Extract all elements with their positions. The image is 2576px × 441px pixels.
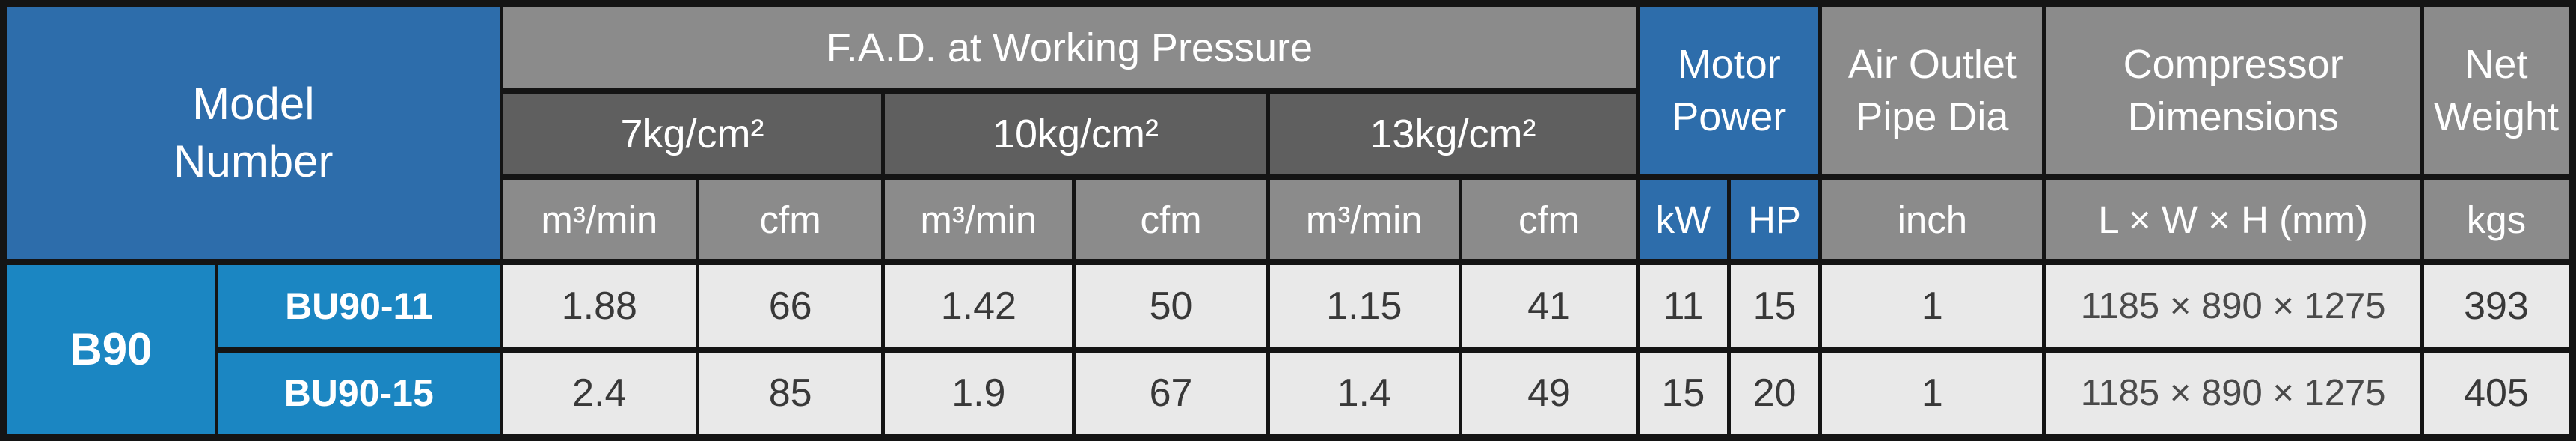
header-row-3: m³/min cfm m³/min cfm m³/min cfm kW HP i… <box>4 174 2575 265</box>
header-unit-13kg-m3min: m³/min <box>1266 174 1462 265</box>
cell-r1-fad13-m3min: 1.4 <box>1266 347 1462 440</box>
cell-r1-hp: 20 <box>1726 347 1823 440</box>
header-air-outlet-pipe-dia: Air Outlet Pipe Dia <box>1818 1 2046 180</box>
header-motor-power: Motor Power <box>1636 1 1823 180</box>
header-row-1: Model Number F.A.D. at Working Pressure … <box>1 1 2575 265</box>
cell-r0-fad10-cfm: 50 <box>1072 259 1270 353</box>
header-unit-lwh-mm: L × W × H (mm) <box>2042 174 2424 265</box>
header-compressor-dimensions: Compressor Dimensions <box>2042 1 2424 180</box>
cell-r0-dimensions: 1185 × 890 × 1275 <box>2042 259 2424 353</box>
cell-r0-pipe-inch: 1 <box>1818 259 2046 353</box>
header-net-weight: Net Weight <box>2420 1 2575 180</box>
header-pressure-13kg: 13kg/cm² <box>1266 88 1640 180</box>
cell-r1-fad10-cfm: 67 <box>1072 347 1270 440</box>
model-bu90-11: BU90-11 <box>214 259 503 353</box>
cell-r1-fad10-m3min: 1.9 <box>881 347 1076 440</box>
cell-r1-fad13-cfm: 49 <box>1458 347 1640 440</box>
model-group-b90: B90 <box>1 259 218 440</box>
cell-r1-fad7-cfm: 85 <box>695 347 886 440</box>
cell-r1-fad7-m3min: 2.4 <box>499 347 700 440</box>
header-row-2: 7kg/cm² 10kg/cm² 13kg/cm² <box>4 88 2572 180</box>
cell-r0-fad7-cfm: 66 <box>695 259 886 353</box>
cell-r0-fad7-m3min: 1.88 <box>499 259 700 353</box>
header-model-number: Model Number <box>1 1 503 265</box>
cell-r0-fad13-cfm: 41 <box>1458 259 1640 353</box>
cell-r1-kw: 15 <box>1636 347 1731 440</box>
header-unit-7kg-cfm: cfm <box>695 174 886 265</box>
header-unit-kw: kW <box>1636 174 1731 265</box>
header-unit-10kg-cfm: cfm <box>1072 174 1270 265</box>
header-unit-kgs: kgs <box>2420 174 2575 265</box>
cell-r1-dimensions: 1185 × 890 × 1275 <box>2042 347 2424 440</box>
header-pressure-7kg: 7kg/cm² <box>499 88 886 180</box>
header-pressure-10kg: 10kg/cm² <box>881 88 1270 180</box>
data-row-bu90-15: BU90-15 2.4 85 1.9 67 1.4 49 15 20 1 118… <box>4 347 2575 440</box>
cell-r1-pipe-inch: 1 <box>1818 347 2046 440</box>
header-unit-7kg-m3min: m³/min <box>499 174 700 265</box>
cell-r0-fad10-m3min: 1.42 <box>881 259 1076 353</box>
cell-r0-fad13-m3min: 1.15 <box>1266 259 1462 353</box>
cell-r0-kw: 11 <box>1636 259 1731 353</box>
header-unit-13kg-cfm: cfm <box>1458 174 1640 265</box>
header-unit-hp: HP <box>1726 174 1823 265</box>
cell-r0-hp: 15 <box>1726 259 1823 353</box>
model-bu90-15: BU90-15 <box>214 347 503 440</box>
data-row-bu90-11: B90 BU90-11 1.88 66 1.42 50 1.15 41 11 1… <box>1 259 2575 440</box>
cell-r0-weight-kgs: 393 <box>2420 259 2575 353</box>
cell-r1-weight-kgs: 405 <box>2420 347 2575 440</box>
header-unit-10kg-m3min: m³/min <box>881 174 1076 265</box>
header-fad-working-pressure: F.A.D. at Working Pressure <box>499 1 1640 94</box>
header-unit-inch: inch <box>1818 174 2046 265</box>
